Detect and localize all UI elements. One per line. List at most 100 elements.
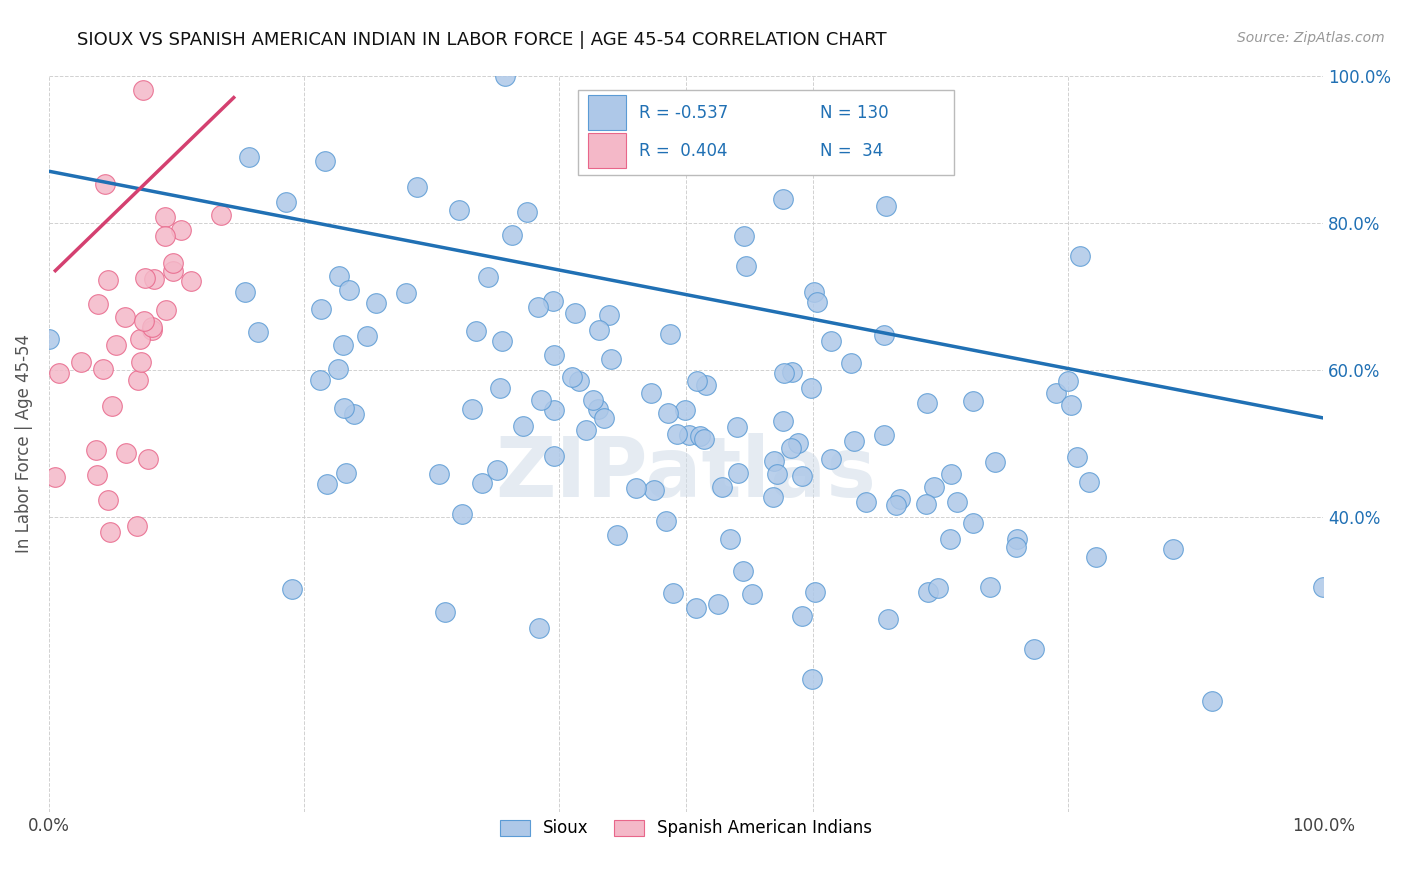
- Point: [460, 402, 482, 417]
- Point: [1060, 398, 1083, 412]
- Point: [873, 427, 896, 442]
- Point: [328, 269, 350, 284]
- Point: [855, 495, 877, 509]
- Point: [104, 338, 127, 352]
- Point: [1024, 642, 1046, 657]
- Point: [686, 374, 709, 388]
- Point: [727, 466, 749, 480]
- FancyBboxPatch shape: [578, 90, 953, 175]
- Point: [772, 366, 794, 380]
- Point: [406, 180, 429, 194]
- Point: [451, 507, 474, 521]
- Point: [276, 195, 298, 210]
- Point: [820, 334, 842, 349]
- Text: N = 130: N = 130: [820, 103, 889, 121]
- Point: [471, 475, 494, 490]
- Point: [86, 467, 108, 482]
- Point: [658, 327, 681, 342]
- Point: [155, 302, 177, 317]
- Point: [886, 498, 908, 512]
- Point: [335, 466, 357, 480]
- Point: [38, 332, 60, 346]
- Point: [685, 600, 707, 615]
- Point: [762, 454, 785, 468]
- Point: [801, 672, 824, 686]
- Point: [247, 325, 270, 339]
- Point: [84, 442, 107, 457]
- Point: [501, 227, 523, 242]
- Point: [309, 302, 332, 317]
- Point: [332, 338, 354, 352]
- Point: [530, 392, 553, 407]
- Point: [281, 582, 304, 597]
- Point: [543, 348, 565, 362]
- Point: [662, 586, 685, 600]
- Point: [238, 150, 260, 164]
- Point: [800, 381, 823, 395]
- Point: [491, 334, 513, 348]
- Point: [86, 297, 108, 311]
- Point: [134, 271, 156, 285]
- Point: [364, 296, 387, 310]
- Point: [395, 285, 418, 300]
- Point: [693, 432, 716, 446]
- Point: [115, 446, 138, 460]
- Point: [155, 228, 177, 243]
- Point: [842, 434, 865, 449]
- Point: [326, 362, 349, 376]
- Point: [48, 366, 70, 380]
- Point: [606, 528, 628, 542]
- Point: [447, 202, 470, 217]
- Point: [1312, 580, 1334, 594]
- Point: [939, 467, 962, 482]
- Point: [564, 306, 586, 320]
- Point: [180, 274, 202, 288]
- Point: [136, 452, 159, 467]
- Point: [643, 483, 665, 497]
- Point: [427, 467, 450, 481]
- Point: [127, 373, 149, 387]
- Point: [333, 401, 356, 416]
- Point: [640, 385, 662, 400]
- Bar: [588, 133, 626, 169]
- Point: [1084, 550, 1107, 565]
- Point: [128, 332, 150, 346]
- Point: [922, 480, 945, 494]
- Point: [803, 285, 825, 300]
- Point: [790, 468, 813, 483]
- Point: [1077, 475, 1099, 490]
- Text: SIOUX VS SPANISH AMERICAN INDIAN IN LABOR FORCE | AGE 45-54 CORRELATION CHART: SIOUX VS SPANISH AMERICAN INDIAN IN LABO…: [77, 31, 887, 49]
- Point: [979, 580, 1001, 594]
- Point: [600, 352, 623, 367]
- Point: [343, 407, 366, 421]
- Point: [695, 377, 717, 392]
- Point: [689, 428, 711, 442]
- Point: [779, 442, 801, 456]
- Point: [575, 423, 598, 437]
- Point: [780, 365, 803, 379]
- Point: [162, 256, 184, 270]
- Point: [1066, 450, 1088, 464]
- Point: [134, 314, 156, 328]
- Point: [153, 210, 176, 224]
- Point: [876, 612, 898, 626]
- Point: [787, 436, 810, 450]
- Point: [806, 294, 828, 309]
- Point: [97, 493, 120, 508]
- Point: [765, 467, 787, 482]
- Point: [162, 264, 184, 278]
- Point: [734, 260, 756, 274]
- Point: [598, 308, 620, 322]
- Point: [337, 283, 360, 297]
- Point: [772, 192, 794, 206]
- Text: Source: ZipAtlas.com: Source: ZipAtlas.com: [1237, 31, 1385, 45]
- Point: [477, 270, 499, 285]
- Point: [790, 608, 813, 623]
- Point: [209, 208, 232, 222]
- Point: [235, 285, 257, 300]
- Point: [731, 564, 754, 578]
- Point: [132, 83, 155, 97]
- Point: [308, 373, 330, 387]
- Point: [356, 329, 378, 343]
- Point: [710, 479, 733, 493]
